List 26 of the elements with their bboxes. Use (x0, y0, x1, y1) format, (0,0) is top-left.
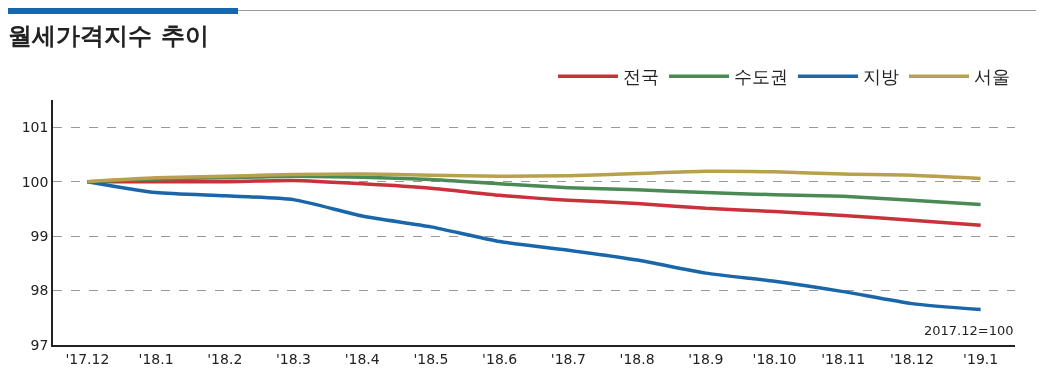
legend-label: 서울 (974, 66, 1010, 88)
x-tick-label: '18.11 (821, 350, 866, 367)
x-tick-label: '18.3 (275, 350, 312, 367)
x-tick-label: '18.7 (550, 350, 586, 367)
x-tick-label: '18.12 (889, 350, 934, 367)
legend-label: 지방 (863, 66, 899, 88)
x-tick-label: '18.9 (688, 350, 724, 367)
chart-title: 월세가격지수 추이 (8, 22, 209, 51)
x-tick-label: '17.12 (65, 350, 110, 367)
y-tick-label: 100 (21, 173, 49, 190)
x-tick-label: '18.2 (207, 350, 243, 367)
legend-label: 수도권 (734, 66, 788, 88)
x-tick-label: '18.4 (344, 350, 380, 367)
y-tick-label: 98 (30, 282, 49, 299)
line-series (85, 169, 983, 184)
y-tick-label: 99 (30, 228, 49, 245)
y-tick-label: 97 (30, 336, 49, 353)
annotation: 2017.12=100 (924, 323, 1014, 338)
x-tick-label: '18.6 (482, 350, 518, 367)
legend-label: 전국 (623, 66, 659, 88)
x-tick-label: '18.10 (752, 350, 797, 367)
x-tick-label: '18.8 (619, 350, 655, 367)
y-tick-label: 101 (21, 119, 49, 136)
x-tick-label: '18.5 (413, 350, 449, 367)
x-tick-label: '18.1 (138, 350, 174, 367)
x-tick-label: '19.1 (963, 350, 999, 367)
